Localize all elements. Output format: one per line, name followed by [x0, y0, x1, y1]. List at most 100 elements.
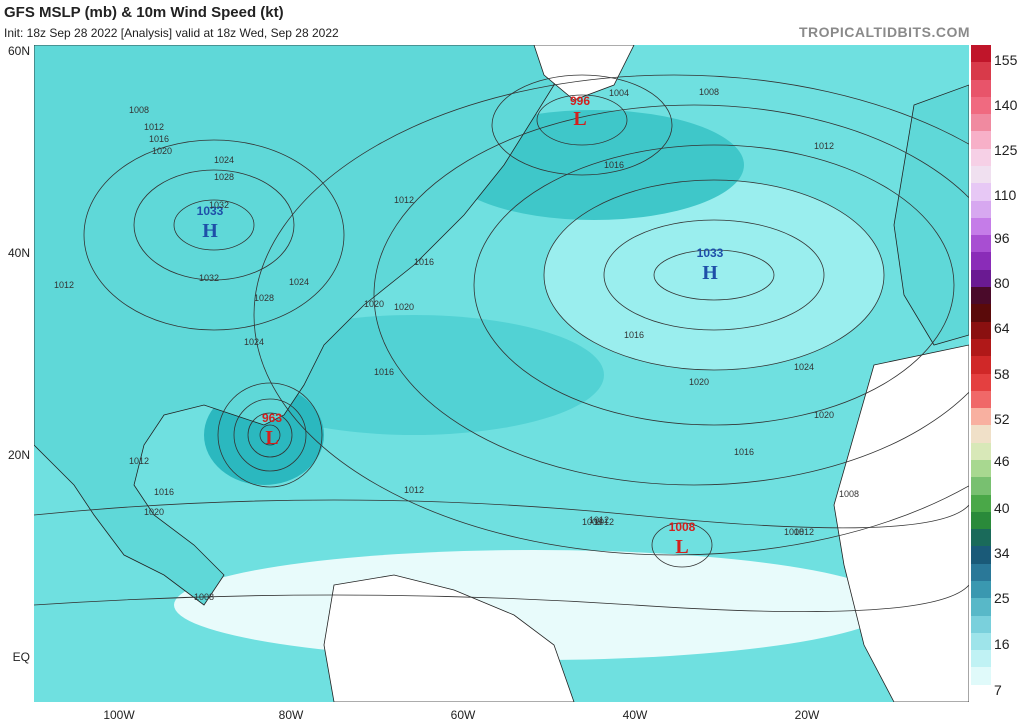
lon-label-60w: 60W [450, 708, 476, 722]
lon-label-40w: 40W [622, 708, 648, 722]
isobar-label: 1032 [209, 200, 229, 210]
isobar-label: 1016 [604, 160, 624, 170]
isobar-label: 1012 [54, 280, 74, 290]
colorbar-segment [971, 287, 991, 305]
pressure-center-high-great-lakes[interactable]: 1033 H [197, 204, 224, 242]
svg-text:L: L [573, 108, 586, 130]
svg-text:963: 963 [262, 411, 282, 425]
map-title: GFS MSLP (mb) & 10m Wind Speed (kt) [4, 4, 284, 21]
map-subtitle: Init: 18z Sep 28 2022 [Analysis] valid a… [4, 26, 339, 40]
colorbar-segment [971, 511, 991, 530]
colorbar-segment [971, 529, 991, 547]
isobar-label: 1012 [814, 141, 834, 151]
pressure-center-high-atlantic[interactable]: 1033 H [697, 246, 724, 284]
colorbar-segment [971, 390, 991, 409]
pressure-center-low-tropical[interactable]: 1008 L [669, 520, 696, 558]
colorbar-segment [971, 408, 991, 426]
isobar-label: 1008 [194, 592, 214, 602]
isobar-label: 1004 [609, 88, 629, 98]
isobar-label: 1020 [152, 146, 172, 156]
isobar-label: 1012 [394, 195, 414, 205]
svg-text:1033: 1033 [197, 204, 224, 218]
colorbar-segment [971, 425, 991, 444]
isobar-label: 1020 [364, 299, 384, 309]
colorbar-segment [971, 684, 991, 703]
isobar-label: 1028 [214, 172, 234, 182]
isobar-label: 1016 [149, 134, 169, 144]
isobar-label: 1008 [129, 105, 149, 115]
colorbar-label: 80 [994, 275, 1010, 291]
isobar-label: 1008 [699, 87, 719, 97]
colorbar-label: 125 [994, 142, 1018, 158]
lat-label-20n: 20N [7, 448, 30, 462]
pressure-center-low-hurricane[interactable]: 963 L [262, 411, 282, 449]
isobar-label: 1020 [814, 410, 834, 420]
colorbar-label: 110 [994, 187, 1017, 203]
calm-high-area [544, 180, 884, 370]
lon-label-100w: 100W [103, 708, 135, 722]
colorbar-label: 155 [994, 52, 1018, 68]
colorbar-segment [971, 598, 991, 617]
svg-text:L: L [265, 427, 278, 449]
isobar-label: 1012 [144, 122, 164, 132]
colorbar-label: 16 [994, 636, 1010, 652]
colorbar-segment [971, 477, 991, 496]
isobar-label: 1020 [394, 302, 414, 312]
colorbar-segment [971, 563, 991, 582]
colorbar-label: 140 [994, 97, 1018, 113]
colorbar-segment [971, 148, 991, 167]
weather-map: 996 L 1033 H 1033 H 963 L 1008 L 1008101… [34, 45, 969, 702]
colorbar-segment [971, 62, 991, 81]
isobar-label: 1016 [374, 367, 394, 377]
greenland-land [533, 45, 635, 101]
colorbar-label: 58 [994, 366, 1010, 382]
colorbar-segment [971, 269, 991, 288]
pressure-center-low-greenland[interactable]: 996 L [570, 94, 590, 130]
lon-label-20w: 20W [794, 708, 820, 722]
colorbar-segment [971, 356, 991, 374]
isobar-label: 1016 [734, 447, 754, 457]
colorbar-segment [971, 131, 991, 150]
site-brand[interactable]: TROPICALTIDBITS.COM [798, 24, 970, 40]
isobar-label: 1024 [794, 362, 814, 372]
colorbar-segment [971, 166, 991, 184]
isobar-label: 1020 [689, 377, 709, 387]
isobar-label: 1012 [129, 456, 149, 466]
isobar-label: 1008 [839, 489, 859, 499]
svg-text:H: H [702, 262, 718, 284]
isobar-label: 1028 [254, 293, 274, 303]
isobar-label: 1008 [582, 517, 602, 527]
svg-text:L: L [675, 536, 688, 558]
svg-text:H: H [202, 220, 218, 242]
isobar-label: 1024 [244, 337, 264, 347]
colorbar-segment [971, 200, 991, 219]
isobar-label: 1016 [414, 257, 434, 267]
isobar-label: 1024 [289, 277, 309, 287]
colorbar-segment [971, 321, 991, 340]
svg-text:1008: 1008 [669, 520, 696, 534]
isobar-label: 1012 [794, 527, 814, 537]
colorbar-label: 7 [994, 682, 1002, 698]
colorbar-label: 96 [994, 230, 1010, 246]
lat-label-eq: EQ [12, 650, 30, 664]
isobar-label: 1008 [784, 527, 804, 537]
isobar-label: 1024 [214, 155, 234, 165]
colorbar-label: 25 [994, 590, 1010, 606]
isobar-label: 1012 [404, 485, 424, 495]
colorbar-segment [971, 252, 991, 271]
colorbar-label: 40 [994, 500, 1010, 516]
wind-speed-colorbar [971, 45, 991, 703]
colorbar-segment [971, 442, 991, 461]
isobar-label: 1016 [154, 487, 174, 497]
colorbar-segment [971, 373, 991, 392]
lat-label-60n: 60N [7, 44, 30, 58]
isobar-label: 1020 [144, 507, 164, 517]
colorbar-segment [971, 304, 991, 323]
colorbar-label: 52 [994, 411, 1010, 427]
isobar-label: 1012 [594, 517, 614, 527]
colorbar-label: 64 [994, 320, 1010, 336]
isobar-label: 1012 [589, 515, 609, 525]
north-america-land [34, 45, 555, 606]
colorbar-segment [971, 235, 991, 253]
